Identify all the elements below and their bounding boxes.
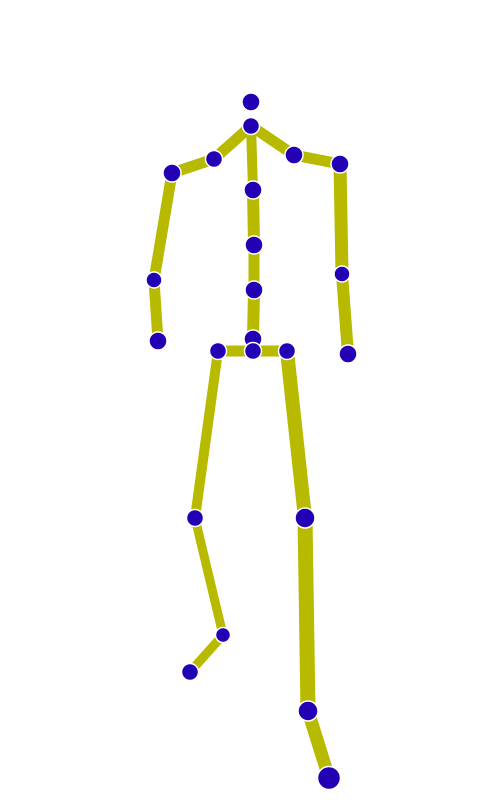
- bone-left-hip-to-left-knee: [190, 350, 223, 519]
- joint-right-shoulder: [330, 154, 350, 174]
- joint-left-knee: [185, 508, 205, 528]
- bone-left-shoulder-to-left-elbow: [148, 172, 178, 281]
- joint-spine-mid: [244, 235, 264, 255]
- joint-spine-upper: [243, 180, 263, 200]
- joint-right-hip: [277, 341, 297, 361]
- bone-left-knee-to-left-ankle: [190, 516, 228, 637]
- joints-layer: [145, 92, 358, 791]
- bone-right-shoulder-to-right-elbow: [333, 163, 349, 275]
- bone-right-knee-to-right-ankle: [297, 517, 316, 712]
- joint-left-shoulder: [162, 163, 182, 183]
- joint-pelvis: [243, 341, 263, 361]
- joint-right-wrist: [338, 344, 358, 364]
- joint-neck: [241, 116, 261, 136]
- joint-left-ankle: [214, 626, 232, 644]
- joint-head: [241, 92, 261, 112]
- bone-neck-to-spine-upper: [246, 125, 258, 191]
- joint-right-ankle: [297, 700, 319, 722]
- joint-right-foot: [316, 765, 342, 791]
- bone-right-hip-to-right-knee: [280, 350, 312, 519]
- joint-left-hip: [208, 341, 228, 361]
- joint-left-elbow: [145, 271, 163, 289]
- joint-left-collar: [204, 149, 224, 169]
- joint-right-elbow: [333, 265, 351, 283]
- joint-left-toe: [180, 662, 200, 682]
- joint-right-knee: [294, 507, 316, 529]
- bone-right-elbow-to-right-wrist: [336, 273, 354, 355]
- joint-spine-lower: [244, 280, 264, 300]
- joint-right-collar: [284, 145, 304, 165]
- bone-left-elbow-to-left-wrist: [148, 279, 164, 342]
- joint-left-wrist: [148, 331, 168, 351]
